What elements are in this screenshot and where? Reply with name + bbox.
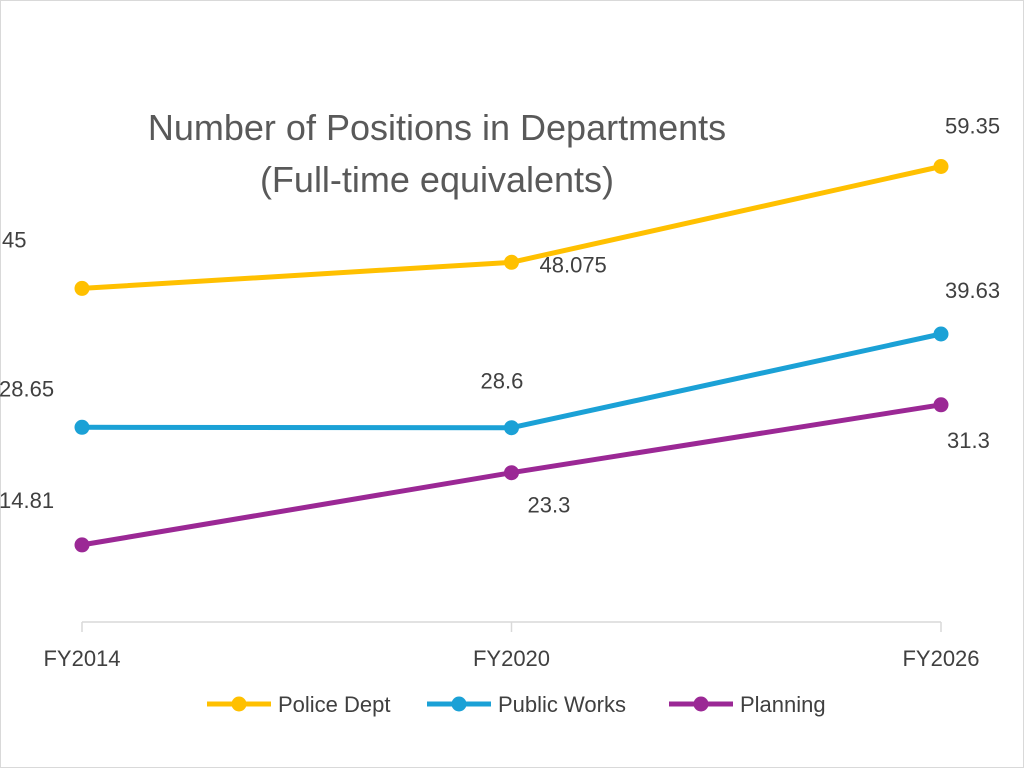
data-label: 48.075 [540,252,607,277]
data-point [504,420,519,436]
legend-label: Public Works [498,692,626,717]
data-label: 45 [2,227,26,252]
legend-label: Planning [740,692,826,717]
data-point [74,419,90,435]
data-label: 28.6 [481,369,524,394]
legend-swatch-marker [693,696,709,712]
legend-swatch-marker [451,696,467,712]
legend: Police Dept Public Works Planning [207,692,826,717]
legend-label: Police Dept [278,692,391,717]
chart-title-line-1: Number of Positions in Departments [148,107,726,148]
data-point [504,254,519,270]
data-label: 14.81 [0,488,54,513]
x-tick-label: FY2020 [473,646,550,671]
data-label: 39.63 [945,278,1000,303]
data-point [504,465,519,481]
data-point [933,397,949,413]
data-label: 31.3 [947,428,990,453]
data-label: 23.3 [528,493,571,518]
data-label: 28.65 [0,376,54,401]
data-point [933,326,949,342]
x-tick-label: FY2026 [902,646,979,671]
chart-title-line-2: (Full-time equivalents) [260,159,614,200]
legend-swatch-marker [231,696,247,712]
x-tick-label: FY2014 [43,646,120,671]
chart-title: Number of Positions in Departments (Full… [148,107,726,200]
data-point [74,280,90,296]
data-point [74,537,90,553]
data-label: 59.35 [945,114,1000,139]
data-point [933,159,949,174]
